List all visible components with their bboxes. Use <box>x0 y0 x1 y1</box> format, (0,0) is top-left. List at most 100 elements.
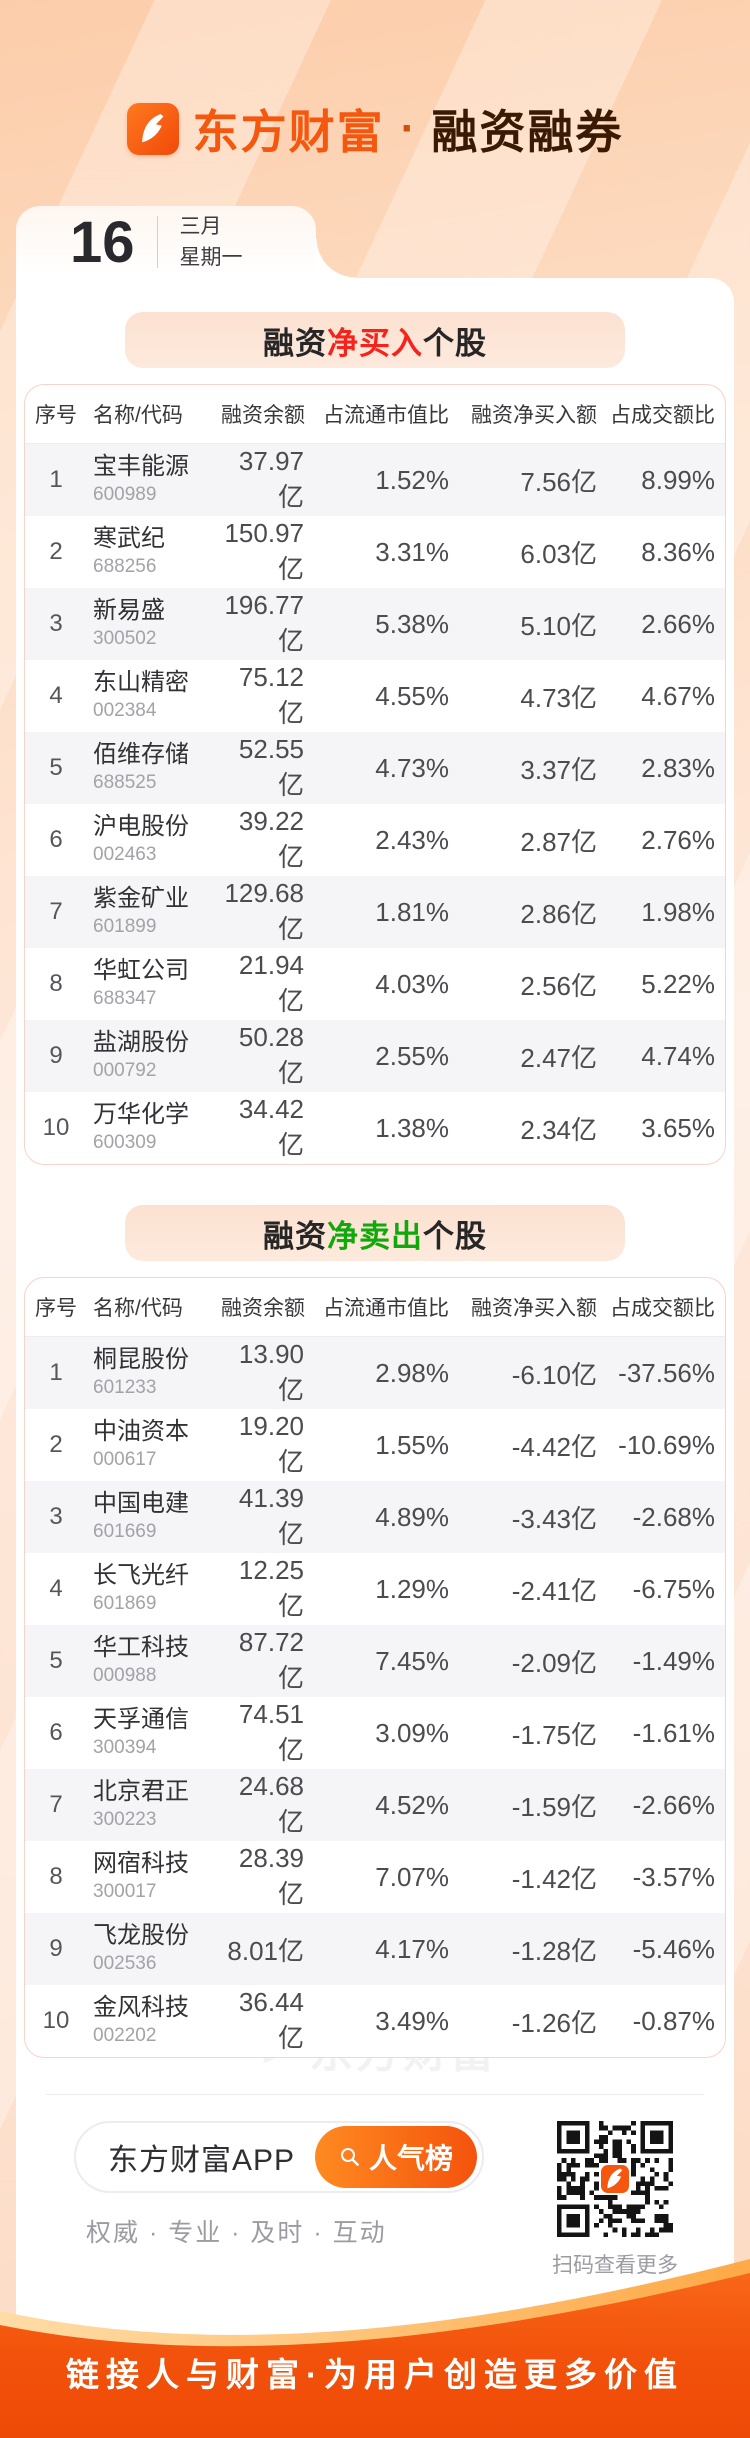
stock-name: 华工科技 <box>93 1634 189 1662</box>
balance-cell: 196.77亿 <box>224 590 304 656</box>
stock-cell: 天孚通信 300394 <box>87 1706 221 1759</box>
app-download-pill[interactable]: 东方财富APP 人气榜 <box>74 2121 485 2193</box>
date-month-weekday: 三月 星期一 <box>180 211 243 274</box>
rank-cell: 2 <box>49 1431 63 1458</box>
net-buy-cell: -6.10亿 <box>511 1359 597 1390</box>
market-ratio-cell: 3.09% <box>375 1717 449 1748</box>
title-prefix: 融资 <box>263 1218 327 1254</box>
stock-name: 万华化学 <box>93 1101 189 1129</box>
stock-name: 佰维存储 <box>93 741 189 769</box>
footer-divider <box>46 2094 704 2095</box>
stock-cell: 紫金矿业 601899 <box>87 885 221 938</box>
rank-cell: 10 <box>42 2007 70 2034</box>
net-buy-cell: 2.56亿 <box>520 970 597 1001</box>
stock-name: 金风科技 <box>93 1994 189 2022</box>
rank-cell: 7 <box>49 898 63 925</box>
net-buy-cell: -1.42亿 <box>511 1863 597 1894</box>
stock-code: 000792 <box>93 1059 157 1081</box>
rank-cell: 3 <box>49 1503 63 1530</box>
col-rank: 序号 <box>35 404 77 427</box>
turnover-ratio-cell: 2.76% <box>641 824 715 855</box>
table-row: 7 紫金矿业 601899 129.68亿 1.81% 2.86亿 1.98% <box>25 876 725 948</box>
market-ratio-cell: 2.55% <box>375 1040 449 1071</box>
col-turnover-ratio: 占成交额比 <box>610 404 715 427</box>
balance-cell: 41.39亿 <box>238 1483 304 1549</box>
turnover-ratio-cell: -1.61% <box>632 1717 715 1748</box>
section-title-net-sell: 融资净卖出个股 <box>125 1205 625 1261</box>
section-title-net-buy: 融资净买入个股 <box>125 312 625 368</box>
table-header: 序号 名称/代码 融资余额 占流通市值比 融资净买入额 占成交额比 <box>25 1278 725 1337</box>
table-row: 3 新易盛 300502 196.77亿 5.38% 5.10亿 2.66% <box>25 588 725 660</box>
table-row: 9 飞龙股份 002536 8.01亿 4.17% -1.28亿 -5.46% <box>25 1913 725 1985</box>
table-row: 3 中国电建 601669 41.39亿 4.89% -3.43亿 -2.68% <box>25 1481 725 1553</box>
net-buy-cell: 2.86亿 <box>520 898 597 929</box>
rank-cell: 4 <box>49 682 63 709</box>
rank-cell: 7 <box>49 1791 63 1818</box>
rank-cell: 4 <box>49 1575 63 1602</box>
qr-code <box>557 2121 673 2237</box>
balance-cell: 8.01亿 <box>227 1935 304 1966</box>
balance-cell: 74.51亿 <box>238 1699 304 1765</box>
market-ratio-cell: 4.73% <box>375 752 449 783</box>
rank-cell: 1 <box>49 466 63 493</box>
rank-cell: 2 <box>49 538 63 565</box>
stock-code: 300017 <box>93 1880 157 1902</box>
table-row: 4 东山精密 002384 75.12亿 4.55% 4.73亿 4.67% <box>25 660 725 732</box>
market-ratio-cell: 1.81% <box>375 896 449 927</box>
balance-cell: 12.25亿 <box>238 1555 304 1621</box>
stock-code: 688347 <box>93 987 157 1009</box>
stock-code: 002384 <box>93 699 157 721</box>
net-buy-cell: 3.37亿 <box>520 754 597 785</box>
turnover-ratio-cell: 2.66% <box>641 608 715 639</box>
stock-cell: 寒武纪 688256 <box>87 525 221 578</box>
qr-caption: 扫码查看更多 <box>552 2254 678 2277</box>
balance-cell: 34.42亿 <box>238 1094 304 1160</box>
footer-right: 扫码查看更多 <box>540 2121 690 2279</box>
net-buy-cell: -2.09亿 <box>511 1647 597 1678</box>
hot-rank-button[interactable]: 人气榜 <box>315 2126 478 2188</box>
net-buy-cell: -1.26亿 <box>511 2007 597 2038</box>
balance-cell: 129.68亿 <box>224 878 304 944</box>
balance-cell: 21.94亿 <box>238 950 304 1016</box>
stock-cell: 万华化学 600309 <box>87 1101 221 1154</box>
stock-cell: 华工科技 000988 <box>87 1634 221 1687</box>
table-row: 10 金风科技 002202 36.44亿 3.49% -1.26亿 -0.87% <box>25 1985 725 2057</box>
stock-name: 飞龙股份 <box>93 1922 189 1950</box>
stock-name: 中油资本 <box>93 1418 189 1446</box>
market-ratio-cell: 1.52% <box>375 464 449 495</box>
stock-name: 新易盛 <box>93 597 165 625</box>
stock-cell: 金风科技 002202 <box>87 1994 221 2047</box>
market-ratio-cell: 4.89% <box>375 1501 449 1532</box>
net-sell-table: 序号 名称/代码 融资余额 占流通市值比 融资净买入额 占成交额比 1 桐昆股份 6… <box>24 1277 726 2058</box>
brand-separator: · <box>400 104 416 153</box>
table-row: 2 中油资本 000617 19.20亿 1.55% -4.42亿 -10.69% <box>25 1409 725 1481</box>
brand-logo-icon <box>126 103 179 155</box>
balance-cell: 19.20亿 <box>238 1411 304 1477</box>
app-name: 东方财富APP <box>108 2144 296 2177</box>
stock-cell: 盐湖股份 000792 <box>87 1029 221 1082</box>
stock-code: 300502 <box>93 627 157 649</box>
stock-name: 天孚通信 <box>93 1706 189 1734</box>
turnover-ratio-cell: -1.49% <box>632 1645 715 1676</box>
stock-code: 000617 <box>93 1448 157 1470</box>
stock-code: 688256 <box>93 555 157 577</box>
rank-cell: 6 <box>49 826 63 853</box>
rank-cell: 1 <box>49 1359 63 1386</box>
net-buy-cell: 2.34亿 <box>520 1114 597 1145</box>
balance-cell: 28.39亿 <box>238 1843 304 1909</box>
balance-cell: 87.72亿 <box>238 1627 304 1693</box>
stock-cell: 飞龙股份 002536 <box>87 1922 221 1975</box>
rank-cell: 3 <box>49 610 63 637</box>
title-suffix: 个股 <box>423 325 487 361</box>
market-ratio-cell: 4.52% <box>375 1789 449 1820</box>
stock-name: 桐昆股份 <box>93 1346 189 1374</box>
balance-cell: 75.12亿 <box>238 662 304 728</box>
stock-cell: 中国电建 601669 <box>87 1490 221 1543</box>
table-body: 1 宝丰能源 600989 37.97亿 1.52% 7.56亿 8.99% 2 寒武纪 6882… <box>25 444 725 1164</box>
stock-name: 盐湖股份 <box>93 1029 189 1057</box>
net-buy-cell: -4.42亿 <box>511 1431 597 1462</box>
slogan: 链接人与财富·为用户创造更多价值 <box>66 2356 684 2393</box>
table-row: 10 万华化学 600309 34.42亿 1.38% 2.34亿 3.65% <box>25 1092 725 1164</box>
col-net-buy: 融资净买入额 <box>471 1297 597 1320</box>
stock-cell: 网宿科技 300017 <box>87 1850 221 1903</box>
